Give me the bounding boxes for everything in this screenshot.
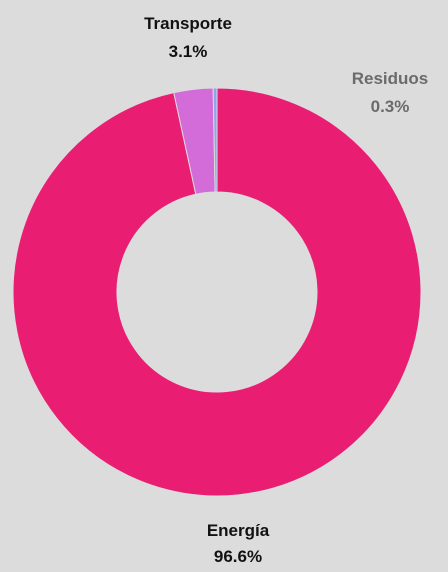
- slice-value-residuos: 0.3%: [371, 97, 410, 116]
- slice-energia: [12, 87, 422, 497]
- slice-label-energia: Energía: [207, 521, 270, 540]
- slice-value-energia: 96.6%: [214, 547, 262, 566]
- slices: [12, 87, 422, 497]
- slice-value-transporte: 3.1%: [169, 42, 208, 61]
- slice-label-transporte: Transporte: [144, 14, 232, 33]
- slice-residuos: [212, 87, 218, 193]
- slice-label-residuos: Residuos: [352, 69, 429, 88]
